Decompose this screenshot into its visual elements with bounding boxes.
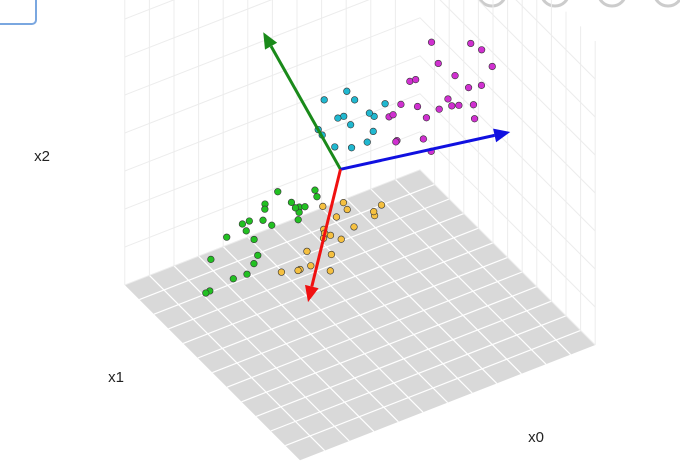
point — [451, 72, 459, 80]
point — [370, 208, 378, 216]
point — [347, 144, 356, 152]
point — [351, 96, 359, 104]
point — [319, 202, 327, 210]
wall-grid — [124, 0, 596, 80]
point — [363, 138, 371, 146]
toolbar-button[interactable] — [598, 0, 626, 8]
vector-head — [305, 284, 319, 303]
point — [347, 121, 355, 129]
point — [259, 216, 267, 224]
toolbar-button[interactable] — [478, 0, 506, 8]
point — [339, 199, 348, 207]
point — [291, 204, 300, 212]
point — [369, 127, 377, 135]
point — [422, 114, 431, 122]
axis-title: x1 — [108, 369, 124, 386]
point — [243, 270, 251, 278]
wall-grid — [124, 131, 596, 308]
point — [331, 143, 339, 151]
point — [238, 220, 246, 228]
point — [250, 235, 258, 244]
point — [419, 135, 427, 143]
point — [307, 262, 315, 270]
point — [327, 250, 336, 259]
point — [427, 38, 436, 46]
point — [223, 233, 231, 241]
toolbar-button[interactable] — [654, 0, 680, 8]
point — [229, 275, 237, 283]
point — [397, 100, 405, 108]
axis-title: x0 — [528, 429, 544, 446]
point — [381, 100, 389, 108]
toolbar-box[interactable] — [0, 0, 37, 25]
point — [277, 268, 286, 276]
point — [488, 62, 496, 71]
wall-grid — [124, 93, 596, 270]
point — [294, 266, 302, 275]
axis-title: x2 — [34, 148, 50, 165]
point — [377, 201, 386, 209]
wall-grid — [124, 17, 596, 194]
point — [326, 267, 334, 275]
point — [313, 193, 321, 201]
vector-shaft — [340, 133, 495, 171]
point — [444, 95, 452, 103]
point — [477, 81, 486, 89]
vector-shaft — [269, 45, 342, 171]
point — [350, 223, 358, 231]
wall-grid — [124, 0, 596, 156]
floor-grid — [139, 183, 435, 301]
point — [261, 205, 269, 213]
point — [242, 227, 250, 235]
point — [311, 186, 319, 194]
point — [274, 188, 282, 196]
point — [334, 114, 342, 122]
point — [389, 111, 397, 119]
point — [294, 216, 302, 224]
floor-grid — [394, 178, 572, 356]
point — [467, 39, 475, 48]
point — [320, 96, 328, 104]
point — [434, 59, 442, 68]
vector-head — [263, 32, 278, 50]
point — [343, 205, 351, 214]
toolbar-button[interactable] — [541, 0, 569, 8]
point — [413, 102, 422, 111]
point — [337, 235, 345, 243]
point — [287, 198, 296, 206]
point — [464, 84, 473, 92]
point — [245, 217, 253, 225]
point — [470, 115, 479, 123]
point — [365, 109, 374, 117]
point — [301, 203, 309, 211]
point — [392, 138, 400, 146]
scene — [124, 0, 596, 461]
wall-grid — [124, 55, 596, 232]
point — [478, 46, 486, 54]
point — [202, 289, 210, 297]
point — [435, 105, 443, 113]
point — [268, 221, 276, 229]
point — [412, 75, 420, 84]
point — [455, 101, 463, 109]
point — [448, 102, 456, 110]
point — [469, 101, 478, 109]
vector-head — [493, 128, 511, 143]
point — [254, 251, 262, 259]
wall-grid — [124, 0, 596, 118]
vector-shaft — [310, 168, 342, 287]
wall-grid — [124, 169, 596, 346]
point — [250, 260, 258, 268]
point — [332, 213, 341, 221]
point — [343, 87, 351, 95]
point — [303, 247, 311, 255]
point — [207, 255, 215, 263]
